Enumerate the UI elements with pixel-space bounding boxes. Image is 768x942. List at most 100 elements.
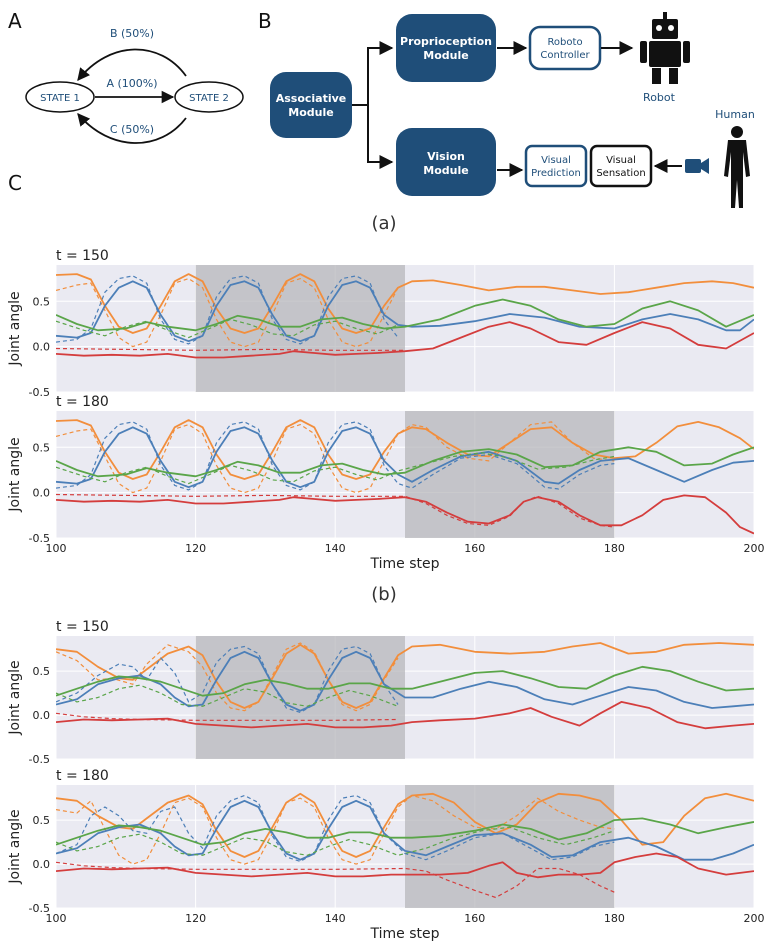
visual-prediction-box xyxy=(524,144,588,188)
y-tick-label: -0.5 xyxy=(29,386,50,399)
series-orange-solid xyxy=(56,273,754,334)
y-tick-label: 0.0 xyxy=(33,709,51,722)
x-tick-label: 180 xyxy=(604,542,625,555)
y-axis-label: Joint angle xyxy=(7,291,23,366)
caption-b: (b) xyxy=(371,584,396,605)
chart-c-t180: -0.5 0.0 0.5 100 120 140 160 180 200 t = 180 Joint… xyxy=(7,768,765,942)
series-green-solid xyxy=(56,817,754,846)
assoc-to-proprio-arrow xyxy=(352,41,394,106)
shaded-region xyxy=(405,785,615,908)
x-tick-label: 160 xyxy=(464,542,485,555)
x-axis-label: Time step xyxy=(370,926,440,942)
series-orange-solid xyxy=(56,419,754,480)
x-tick-label: 140 xyxy=(325,542,346,555)
state1-label: STATE 1 xyxy=(40,93,80,104)
x-tick-label: 180 xyxy=(604,912,625,925)
series-lines xyxy=(56,642,754,730)
series-blue-solid xyxy=(56,650,754,712)
chart-title: t = 180 xyxy=(56,768,109,784)
robot-label: Robot xyxy=(643,91,676,104)
edge-c-arrow xyxy=(77,113,187,144)
y-tick-label: -0.5 xyxy=(29,902,50,915)
x-tick-label: 100 xyxy=(46,542,67,555)
vision-label-line2: Module xyxy=(423,164,468,177)
x-tick-label: 120 xyxy=(185,542,206,555)
y-tick-label: 0.0 xyxy=(33,341,51,354)
chart-title: t = 150 xyxy=(56,619,109,635)
series-green-dashed xyxy=(56,452,615,485)
associative-label-line2: Module xyxy=(288,106,333,119)
panel-label-b: B xyxy=(258,9,272,33)
visual-sensation-label-line2: Sensation xyxy=(596,168,645,179)
series-green-dashed xyxy=(56,318,399,339)
series-red-solid xyxy=(56,494,754,535)
human-label: Human xyxy=(715,108,755,121)
human-icon xyxy=(724,126,750,208)
vision-label-line1: Vision xyxy=(427,150,465,163)
proprioception-label-line2: Module xyxy=(423,49,468,62)
robot-icon xyxy=(640,12,690,84)
series-lines xyxy=(56,419,754,535)
series-green-dashed xyxy=(56,684,399,707)
x-axis-label: Time step xyxy=(370,556,440,572)
series-blue-dashed xyxy=(56,421,615,491)
state-diagram: A STATE 1 STATE 2 B (50%) A (100%) C (50… xyxy=(8,9,244,144)
series-orange-solid xyxy=(56,792,754,858)
x-tick-label: 160 xyxy=(464,912,485,925)
y-axis-label: Joint angle xyxy=(7,660,23,735)
visual-prediction-label-line1: Visual xyxy=(541,155,571,166)
series-green-dashed xyxy=(56,826,615,856)
series-blue-solid xyxy=(56,426,754,489)
x-tick-label: 120 xyxy=(185,912,206,925)
chart-c-t150: -0.5 0.0 0.5 t = 150 Joint angle xyxy=(7,619,755,766)
panel-label-c: C xyxy=(8,171,22,195)
series-red-dashed xyxy=(56,347,405,351)
series-blue-dashed xyxy=(56,645,399,713)
proprioception-label-line1: Proprioception xyxy=(400,35,492,48)
y-tick-label: 0.5 xyxy=(33,295,51,308)
visual-sensation-box xyxy=(589,144,653,188)
series-green-solid xyxy=(56,446,754,478)
edge-c-label: C (50%) xyxy=(110,123,154,136)
y-tick-label: 0.5 xyxy=(33,441,51,454)
series-red-dashed xyxy=(56,712,399,721)
series-red-solid xyxy=(56,321,754,359)
camera-icon xyxy=(685,158,709,174)
associative-module xyxy=(270,72,352,138)
associative-label-line1: Associative xyxy=(276,92,347,105)
edge-b-label: B (50%) xyxy=(110,27,154,40)
vision-module xyxy=(396,128,496,196)
proprioception-module xyxy=(396,14,496,82)
y-tick-label: 0.5 xyxy=(33,665,51,678)
series-lines xyxy=(56,792,754,899)
y-axis-label: Joint angle xyxy=(7,437,23,512)
chart-title: t = 150 xyxy=(56,248,109,264)
shaded-region xyxy=(195,636,405,759)
y-tick-label: 0.5 xyxy=(33,814,51,827)
y-tick-label: -0.5 xyxy=(29,532,50,545)
series-red-dashed xyxy=(56,861,615,899)
edge-b-arrow xyxy=(77,48,187,81)
series-green-solid xyxy=(56,298,754,332)
shaded-region xyxy=(195,265,405,392)
x-tick-label: 200 xyxy=(744,912,765,925)
y-tick-label: -0.5 xyxy=(29,753,50,766)
architecture-diagram: B Associative Module Proprioception Modu… xyxy=(8,9,755,208)
controller-label-line2: Controller xyxy=(540,50,590,61)
edge-a-label: A (100%) xyxy=(106,77,157,90)
chart-b-t150: -0.5 0.0 0.5 t = 150 Joint angle xyxy=(7,248,755,399)
series-green-solid xyxy=(56,665,754,697)
series-blue-solid xyxy=(56,280,754,343)
y-tick-label: 0.0 xyxy=(33,858,51,871)
state1-node xyxy=(25,81,95,113)
visual-sensation-label-line1: Visual xyxy=(606,155,636,166)
caption-a: (a) xyxy=(371,213,396,234)
series-lines xyxy=(56,273,754,359)
assoc-to-vision-arrow xyxy=(367,105,394,169)
series-red-solid xyxy=(56,852,754,879)
series-blue-solid xyxy=(56,799,754,861)
x-tick-label: 100 xyxy=(46,912,67,925)
x-tick-label: 140 xyxy=(325,912,346,925)
visual-prediction-label-line2: Prediction xyxy=(531,168,581,179)
